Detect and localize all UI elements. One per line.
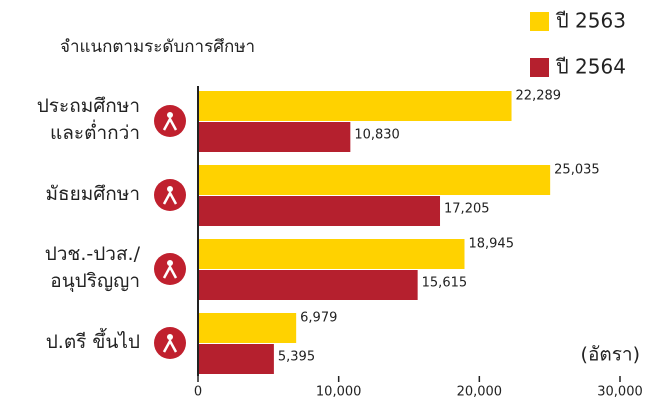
value-label: 5,395	[278, 350, 315, 365]
value-label: 18,945	[468, 237, 514, 252]
value-label: 6,979	[300, 311, 337, 326]
axis-unit: (อัตรา)	[581, 344, 640, 366]
bar	[198, 196, 441, 226]
bar	[198, 122, 351, 152]
x-tick-label: 0	[194, 385, 202, 400]
value-label: 15,615	[422, 276, 468, 291]
icon-glyph	[167, 334, 173, 340]
bar	[198, 165, 551, 195]
bar	[198, 239, 465, 269]
value-label: 10,830	[354, 128, 400, 143]
bar	[198, 270, 418, 300]
category-label: ปวช.-ปวส./ อนุปริญญา	[44, 243, 140, 292]
value-label: 17,205	[444, 202, 490, 217]
legend-swatch	[530, 12, 549, 31]
icon-glyph	[167, 260, 173, 266]
bar	[198, 344, 274, 374]
icon-glyph	[167, 186, 173, 192]
value-label: 25,035	[554, 163, 600, 178]
legend-label: ปี 2563	[556, 9, 626, 33]
bar	[198, 313, 297, 343]
value-label: 22,289	[516, 89, 562, 104]
icon-glyph	[162, 264, 178, 279]
x-tick-label: 30,000	[597, 385, 643, 400]
icon-glyph	[162, 190, 178, 205]
x-tick-label: 10,000	[316, 385, 362, 400]
bar	[198, 91, 512, 121]
icon-glyph	[167, 112, 173, 118]
icon-glyph	[162, 338, 178, 353]
icon-glyph	[162, 116, 178, 131]
chart-title: จำแนกตามระดับการศึกษา	[60, 37, 255, 57]
x-tick-label: 20,000	[457, 385, 503, 400]
category-label: ป.ตรี ขึ้นไป	[45, 330, 140, 353]
legend-label: ปี 2564	[556, 55, 626, 79]
legend-swatch	[530, 58, 549, 77]
category-label: ประถมศึกษา และต่ำกว่า	[36, 95, 140, 144]
category-label: มัธยมศึกษา	[45, 182, 140, 205]
